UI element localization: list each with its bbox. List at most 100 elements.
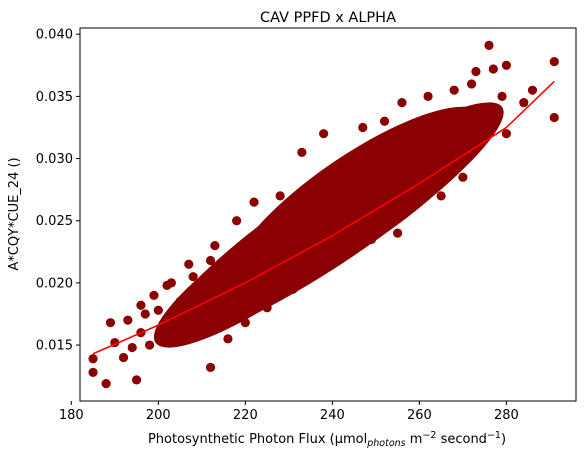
scatter-point: [214, 263, 224, 273]
scatter-point: [466, 79, 477, 89]
scatter-point: [397, 98, 407, 108]
scatter-point: [205, 362, 216, 373]
scatter-point: [436, 191, 446, 201]
scatter-point: [127, 342, 137, 353]
scatter-point: [393, 228, 403, 238]
scatter-point: [149, 290, 159, 300]
scatter-point: [371, 141, 381, 151]
scatter-point: [205, 255, 216, 266]
scatter-point: [292, 216, 303, 226]
scatter-point: [275, 222, 285, 232]
scatter-point: [310, 269, 320, 279]
scatter-point: [379, 116, 390, 126]
scatter-point: [549, 112, 559, 123]
x-axis-ticks: 180 200 220 240 260 280: [59, 401, 519, 423]
scatter-point: [501, 129, 511, 139]
scatter-point: [232, 216, 242, 226]
y-tick-label: 0.035: [36, 90, 73, 105]
scatter-point: [345, 201, 355, 211]
x-tick-label: 280: [494, 408, 519, 423]
scatter-point: [527, 85, 538, 95]
scatter-point: [145, 340, 155, 350]
scatter-point: [153, 305, 163, 315]
scatter-point: [88, 354, 98, 364]
scatter-point: [210, 240, 220, 251]
scatter-point: [501, 60, 511, 70]
y-tick-label: 0.025: [36, 214, 73, 229]
y-tick-label: 0.015: [36, 339, 73, 354]
scatter-point: [406, 166, 416, 176]
scatter-point: [519, 98, 529, 108]
y-axis-ticks: 0.015 0.020 0.025 0.030 0.035 0.040: [36, 28, 80, 354]
y-tick-label: 0.040: [36, 28, 73, 43]
x-tick-label: 180: [59, 408, 84, 423]
scatter-point: [449, 85, 459, 95]
scatter-point: [319, 129, 329, 139]
scatter-point: [175, 296, 185, 307]
scatter-point: [358, 122, 368, 133]
scatter-point: [440, 116, 451, 126]
scatter-point: [140, 309, 150, 319]
scatter-point: [275, 191, 285, 201]
scatter-point: [266, 228, 277, 238]
x-axis-label-exp-m: −2: [422, 430, 436, 441]
scatter-point: [497, 91, 507, 101]
plot-frame: [79, 27, 577, 402]
scatter-point: [123, 315, 133, 325]
scatter-dense-region-lower: [153, 180, 389, 348]
x-axis-label-subscript: photons: [366, 438, 405, 449]
x-tick-label: 240: [320, 408, 345, 423]
scatter-point: [484, 40, 494, 51]
x-axis-label-main: Photosynthetic Photon Flux (µmol: [148, 432, 367, 447]
y-tick-label: 0.020: [36, 276, 73, 291]
x-axis-label-unit-s: second: [436, 432, 487, 447]
scatter-point: [262, 303, 272, 313]
scatter-point: [158, 328, 168, 338]
scatter-point: [388, 185, 398, 195]
x-tick-label: 220: [233, 408, 258, 423]
scatter-point: [319, 178, 329, 189]
scatter-point: [162, 280, 172, 290]
scatter-point: [297, 147, 307, 157]
scatter-point: [419, 153, 429, 164]
scatter-point: [88, 367, 98, 377]
x-axis-label-unit-m: m: [406, 432, 423, 447]
scatter-point: [101, 378, 111, 389]
scatter-point: [118, 352, 129, 363]
scatter-point: [131, 375, 142, 385]
x-tick-label: 260: [407, 408, 432, 423]
scatter-point: [371, 178, 381, 189]
scatter-point: [288, 284, 298, 294]
scatter-point: [471, 66, 481, 77]
scatter-point: [240, 318, 250, 328]
scatter-point: [184, 259, 194, 269]
x-axis-label-exp-s: −1: [487, 430, 501, 441]
x-axis-label: Photosynthetic Photon Flux (µmolphotons …: [148, 430, 506, 449]
y-tick-label: 0.030: [36, 152, 73, 167]
chart-title: CAV PPFD x ALPHA: [260, 10, 396, 26]
scatter-point: [423, 91, 433, 101]
scatter-point: [549, 56, 559, 67]
scatter-point: [306, 209, 316, 220]
scatter-point: [188, 272, 198, 282]
scatter-point: [458, 172, 468, 182]
scatter-point: [223, 334, 233, 344]
scatter-point: [480, 116, 490, 126]
x-axis-label-close: ): [501, 432, 506, 447]
scatter-points: [88, 40, 559, 389]
x-tick-label: 200: [146, 408, 171, 423]
scatter-point: [105, 318, 116, 328]
scatter-point: [249, 240, 259, 251]
scatter-point: [249, 197, 259, 207]
scatter-point: [366, 234, 377, 244]
scatter-point: [406, 203, 416, 213]
scatter-point: [340, 156, 350, 166]
scatter-point: [336, 193, 346, 203]
scatter-point: [332, 253, 342, 263]
scatter-point: [488, 64, 498, 74]
y-axis-label: A*CQY*CUE_24 (): [7, 157, 22, 270]
fit-line: [92, 80, 555, 355]
scatter-point: [440, 153, 451, 164]
scatter-point: [136, 300, 146, 310]
